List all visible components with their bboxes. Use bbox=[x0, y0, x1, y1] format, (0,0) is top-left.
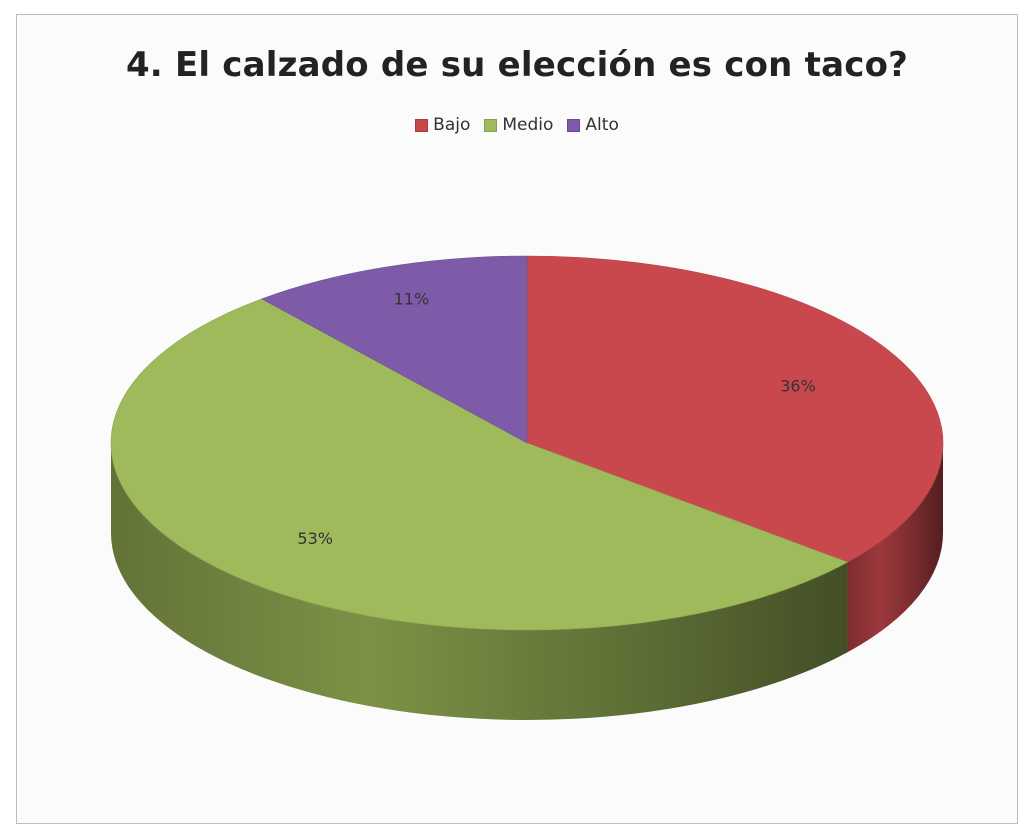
legend-item-medio: Medio bbox=[484, 115, 553, 135]
legend-swatch-bajo bbox=[415, 118, 429, 132]
legend-label-medio: Medio bbox=[502, 115, 554, 135]
pie-slice-bajo bbox=[526, 255, 944, 563]
data-label-alto: 11% bbox=[394, 290, 430, 309]
pie-tops bbox=[110, 255, 944, 631]
pie-side-bajo bbox=[847, 443, 943, 653]
legend-swatch-medio bbox=[484, 118, 498, 132]
legend-swatch-alto bbox=[567, 118, 581, 132]
pie-slice-alto bbox=[261, 255, 528, 444]
legend-item-alto: Alto bbox=[567, 115, 619, 135]
pie-side-medio bbox=[111, 443, 848, 721]
pie-slice-medio bbox=[110, 298, 849, 631]
pie-labels: 36% 53% 11% bbox=[297, 290, 815, 548]
chart-title: 4. El calzado de su elección es con taco… bbox=[125, 45, 909, 85]
data-label-medio: 53% bbox=[297, 529, 333, 548]
chart-legend: Bajo Medio Alto bbox=[17, 115, 1017, 135]
legend-item-bajo: Bajo bbox=[415, 115, 470, 135]
legend-label-bajo: Bajo bbox=[433, 115, 471, 135]
data-label-bajo: 36% bbox=[780, 377, 816, 396]
legend-label-alto: Alto bbox=[585, 115, 619, 135]
